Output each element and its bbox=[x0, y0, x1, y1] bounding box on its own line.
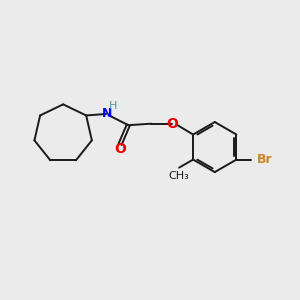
Text: O: O bbox=[114, 142, 126, 156]
Text: H: H bbox=[109, 101, 117, 111]
Text: CH₃: CH₃ bbox=[169, 171, 190, 181]
Text: O: O bbox=[167, 117, 178, 131]
Text: N: N bbox=[102, 107, 112, 121]
Text: Br: Br bbox=[257, 153, 273, 166]
